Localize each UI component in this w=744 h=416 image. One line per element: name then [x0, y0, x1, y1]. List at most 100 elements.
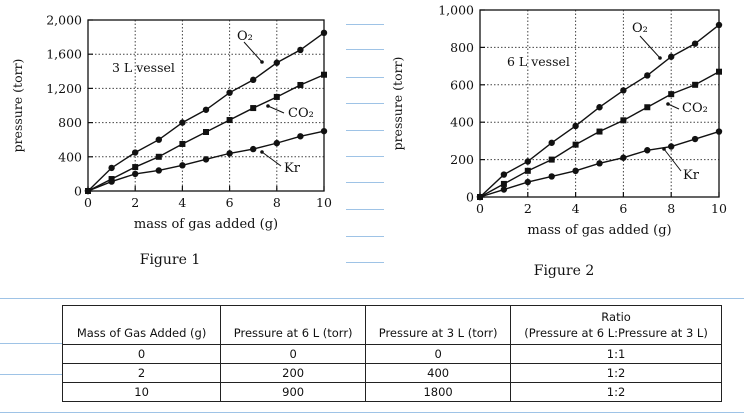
data-point-square [500, 180, 507, 187]
data-point-square [668, 91, 675, 98]
data-point-circle [691, 135, 699, 143]
pressure-ratio-table-wrap: Mass of Gas Added (g) Pressure at 6 L (t… [61, 305, 722, 402]
rule-line [346, 236, 384, 237]
data-point-circle [273, 139, 280, 147]
series-label-arrow [663, 148, 682, 172]
x-tick-label: 0 [476, 201, 484, 216]
table-row: 10 900 1800 1:2 [61, 382, 722, 402]
data-point-square [644, 104, 651, 111]
data-point-circle [226, 89, 233, 96]
figure-caption: Figure 2 [534, 263, 595, 279]
data-point-circle [572, 167, 579, 175]
series-label-arrowhead [666, 102, 670, 106]
data-point-circle [572, 122, 579, 130]
data-point-circle [179, 162, 186, 169]
table-cell: 2 [61, 363, 222, 383]
data-point-circle [644, 147, 651, 154]
y-tick-label: 400 [58, 149, 82, 164]
series-label-arrowhead [658, 56, 662, 60]
series-label-arrow [267, 105, 285, 114]
header-ratio-subtitle: (Pressure at 6 L:Pressure at 3 L) [524, 326, 708, 340]
x-tick-label: 8 [667, 201, 675, 216]
x-tick-label: 4 [572, 201, 580, 216]
table-cell: 900 [220, 382, 367, 402]
data-point-square [273, 93, 280, 100]
data-point-circle [202, 156, 210, 163]
data-point-square [155, 153, 162, 160]
chart-svg-2: 0 2 4 6 8 10 0 200 400 600 800 1,000 mass of gas add… [390, 3, 727, 280]
rule-line [346, 77, 384, 78]
rule-line [0, 374, 62, 375]
y-tick-label: 800 [450, 40, 474, 55]
table-cell: 1:2 [510, 382, 722, 402]
rule-line [346, 262, 384, 263]
y-tick-label: 1,200 [46, 81, 82, 96]
data-point-circle [620, 154, 627, 161]
y-tick-label: 0 [74, 184, 82, 199]
header-pressure-6l: Pressure at 6 L (torr) [220, 305, 367, 345]
series-label-arrowhead [662, 147, 666, 151]
data-point-circle [108, 164, 115, 172]
rule-line [346, 103, 384, 104]
series-label-arrow [261, 151, 282, 167]
table-cell: 0 [365, 344, 512, 364]
data-point-circle [500, 186, 508, 193]
x-tick-label: 10 [316, 195, 332, 210]
series-label: Kr [284, 161, 301, 176]
chart-svg-1: 0 2 4 6 8 10 0 400 800 1,200 1,600 2,000 mass of gas… [10, 13, 332, 269]
header-mass: Mass of Gas Added (g) [61, 305, 222, 345]
x-axis-label: mass of gas added (g) [134, 217, 278, 232]
series-label-arrow [667, 103, 680, 110]
x-tick-label: 6 [226, 195, 234, 210]
data-point-circle [108, 178, 115, 185]
data-point-square [692, 81, 699, 88]
rule-line [346, 209, 384, 210]
data-point-circle [273, 59, 280, 66]
series-label: O₂ [632, 21, 648, 36]
data-point-circle [500, 171, 508, 178]
rule-line [0, 412, 744, 413]
x-tick-label: 0 [84, 195, 92, 210]
data-point-square [250, 105, 257, 112]
header-ratio-title: Ratio [601, 310, 631, 324]
data-point-square [297, 81, 304, 88]
table-cell: 10 [61, 382, 222, 402]
data-point-square [179, 140, 186, 147]
data-point-circle [250, 76, 257, 84]
data-point-square [321, 71, 327, 78]
data-point-square [572, 141, 579, 148]
header-pressure-3l: Pressure at 3 L (torr) [365, 305, 512, 345]
header-pressure-6l-label: Pressure at 6 L (torr) [233, 326, 353, 340]
data-point-square [203, 129, 209, 136]
table-cell: 1800 [365, 382, 512, 402]
data-point-square [226, 117, 233, 124]
data-point-circle [596, 160, 603, 167]
y-tick-label: 1,000 [438, 3, 474, 18]
plot-frame [87, 19, 325, 192]
rule-line [346, 24, 384, 25]
data-point-circle [155, 167, 162, 174]
data-point-circle [476, 193, 484, 201]
data-point-circle [297, 46, 304, 54]
table-cell: 400 [365, 363, 512, 383]
header-ratio: Ratio (Pressure at 6 L:Pressure at 3 L) [510, 305, 722, 345]
rule-line [346, 182, 384, 183]
data-point-circle [596, 104, 603, 111]
series-label: CO₂ [288, 106, 314, 121]
y-axis-label: pressure (torr) [390, 57, 405, 151]
data-point-circle [155, 136, 162, 143]
y-tick-label: 2,000 [46, 13, 82, 28]
y-tick-label: 400 [450, 115, 474, 130]
series-label-arrowhead [260, 60, 264, 64]
data-point-circle [548, 173, 555, 180]
data-point-circle [226, 150, 233, 157]
data-point-circle [715, 21, 723, 29]
y-tick-label: 200 [450, 152, 474, 167]
y-tick-label: 1,600 [46, 47, 82, 62]
y-tick-label: 600 [450, 77, 474, 92]
x-axis-label: mass of gas added (g) [527, 223, 671, 238]
header-pressure-3l-label: Pressure at 3 L (torr) [378, 326, 498, 340]
data-point-square [132, 164, 139, 171]
data-point-circle [84, 187, 92, 195]
table-header-row: Mass of Gas Added (g) Pressure at 6 L (t… [61, 305, 722, 345]
